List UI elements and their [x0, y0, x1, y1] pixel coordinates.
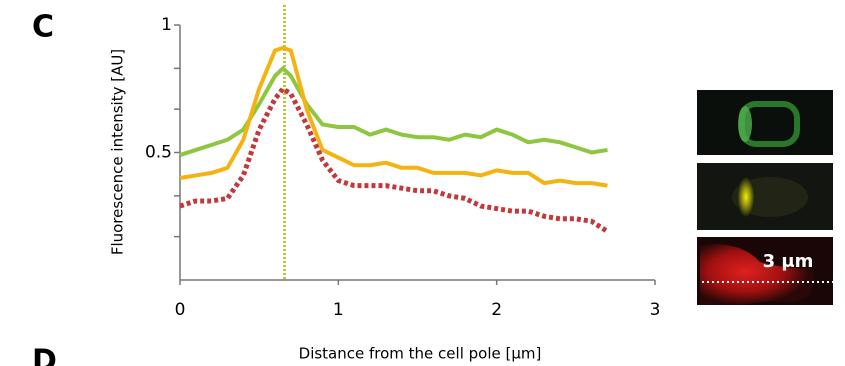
panel-label: D [32, 344, 57, 366]
scale-bar-label: 3 μm [763, 251, 814, 272]
x-tick-label: 1 [333, 300, 344, 320]
y-tick-label: 0.5 [145, 143, 172, 163]
panel-label: C [32, 10, 54, 45]
micrograph-yellow [697, 163, 833, 230]
figure: C D Distance from the cell pole [μm] Flu… [0, 0, 845, 366]
y-tick-label: 1 [161, 15, 172, 35]
micrograph-green [697, 90, 833, 155]
x-axis-label: Distance from the cell pole [μm] [299, 345, 542, 363]
x-tick-label: 0 [175, 300, 186, 320]
series-line [180, 89, 608, 232]
x-tick-label: 2 [491, 300, 502, 320]
y-axis-label: Fluorescence intensity [AU] [109, 49, 127, 255]
x-tick-label: 3 [650, 300, 661, 320]
micrograph-red: 3 μm [697, 237, 833, 305]
series-line [180, 48, 608, 186]
